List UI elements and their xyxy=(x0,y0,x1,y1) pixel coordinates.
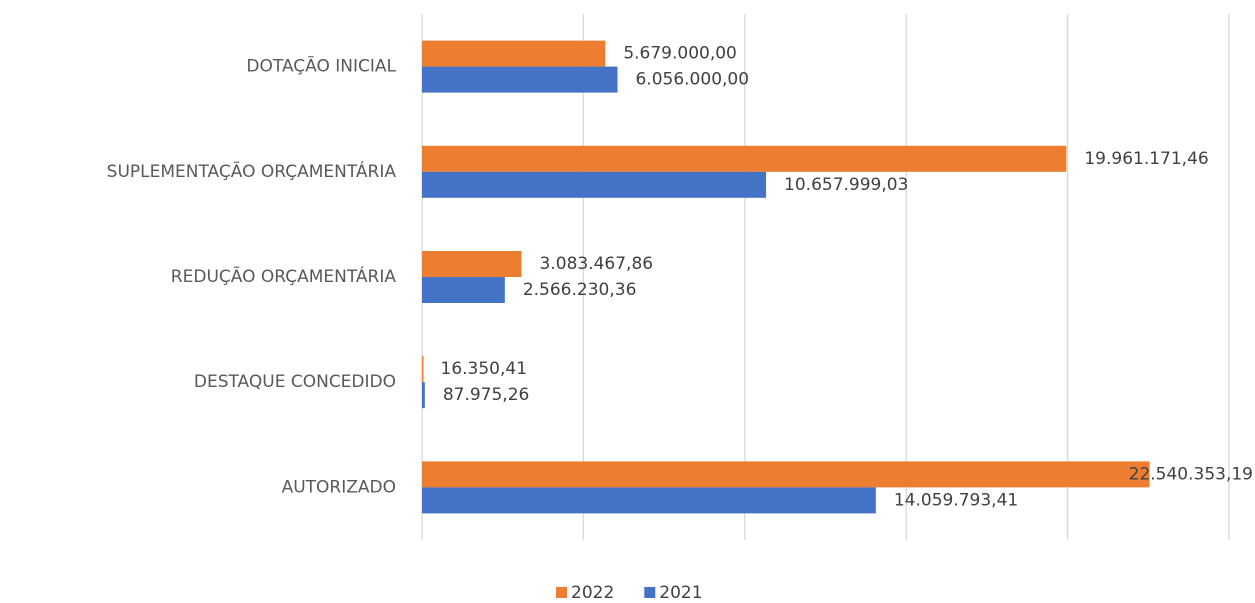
data-label: 87.975,26 xyxy=(443,385,530,405)
bar xyxy=(422,171,767,198)
legend-label: 2021 xyxy=(659,583,702,603)
category-label: SUPLEMENTAÇÃO ORÇAMENTÁRIA xyxy=(107,160,397,182)
data-label: 6.056.000,00 xyxy=(635,70,749,90)
legend-swatch xyxy=(644,587,656,598)
bar xyxy=(422,461,1150,488)
bar xyxy=(422,356,424,383)
category-label: REDUÇÃO ORÇAMENTÁRIA xyxy=(171,265,397,287)
data-label: 2.566.230,36 xyxy=(523,280,637,300)
bar xyxy=(422,145,1067,172)
data-label: 16.350,41 xyxy=(441,359,528,379)
bar xyxy=(422,40,606,67)
bar xyxy=(422,277,505,303)
bar xyxy=(422,251,522,277)
data-label: 19.961.171,46 xyxy=(1084,149,1208,169)
category-label: AUTORIZADO xyxy=(282,477,396,497)
data-label: 5.679.000,00 xyxy=(623,44,737,64)
category-label: DESTAQUE CONCEDIDO xyxy=(194,372,396,392)
bar xyxy=(422,66,618,93)
bar xyxy=(422,382,425,409)
legend-label: 2022 xyxy=(571,583,614,603)
bar xyxy=(422,487,876,514)
data-label: 22.540.353,19 xyxy=(1129,464,1253,484)
category-label: DOTAÇÃO INICIAL xyxy=(246,55,396,77)
data-label: 14.059.793,41 xyxy=(894,490,1018,510)
legend-swatch xyxy=(556,587,567,598)
data-label: 10.657.999,03 xyxy=(784,175,908,195)
data-label: 3.083.467,86 xyxy=(540,254,654,274)
